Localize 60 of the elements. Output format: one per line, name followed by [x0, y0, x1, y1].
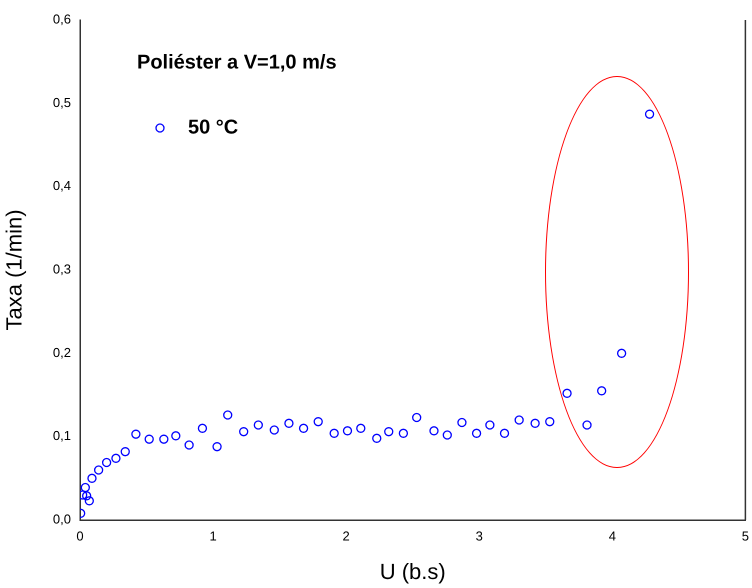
point	[616, 348, 626, 358]
point	[284, 418, 294, 428]
point	[94, 465, 104, 475]
y-tick-label: 0,1	[52, 428, 71, 444]
point	[514, 415, 524, 425]
point	[457, 418, 467, 428]
point	[530, 418, 540, 428]
point	[212, 442, 222, 452]
point	[372, 434, 382, 443]
x-tick-label: 4	[608, 528, 616, 544]
point	[644, 110, 654, 119]
point	[356, 424, 366, 433]
y-tick-label: 0,4	[52, 178, 71, 194]
y-tick-label: 0,0	[52, 512, 71, 527]
point	[429, 426, 439, 436]
y-axis-title: Taxa (1/min)	[1, 209, 26, 331]
point	[159, 434, 168, 444]
point	[442, 430, 452, 440]
x-tick-label: 3	[476, 528, 483, 544]
point	[270, 425, 279, 435]
point	[254, 420, 263, 430]
y-tick-label: 0,3	[52, 262, 71, 277]
point	[184, 440, 194, 450]
point	[239, 427, 248, 436]
point	[582, 420, 592, 430]
point	[102, 458, 112, 468]
point	[111, 454, 121, 463]
point	[342, 426, 352, 436]
point	[84, 496, 94, 506]
x-tick-label: 2	[342, 528, 350, 544]
point	[223, 410, 232, 420]
point	[398, 428, 408, 438]
y-tick-label: 0,2	[52, 344, 71, 360]
y-tick-label: 0,5	[52, 94, 71, 110]
point	[82, 491, 92, 500]
x-tick-label: 0	[76, 528, 84, 544]
x-tick-label: 1	[209, 528, 217, 544]
point	[144, 434, 154, 444]
point	[171, 431, 180, 440]
x-tick-label: 5	[742, 528, 749, 544]
point	[131, 430, 141, 439]
legend-label: 50 °C	[188, 116, 238, 139]
x-axis-title: U (b.s)	[380, 558, 446, 584]
point	[87, 474, 97, 483]
point	[472, 428, 482, 438]
point	[384, 427, 394, 436]
y-tick-label: 0,6	[52, 12, 71, 27]
point	[314, 417, 323, 426]
point	[562, 388, 572, 398]
point	[198, 424, 208, 433]
point	[485, 420, 495, 430]
point	[412, 412, 422, 422]
point	[500, 428, 510, 438]
point	[330, 428, 339, 438]
point	[597, 386, 606, 396]
point	[80, 482, 90, 492]
text: Poliéster a V=1,0 m/s	[137, 52, 337, 74]
point	[545, 417, 554, 426]
point	[298, 424, 308, 433]
point	[120, 447, 130, 456]
